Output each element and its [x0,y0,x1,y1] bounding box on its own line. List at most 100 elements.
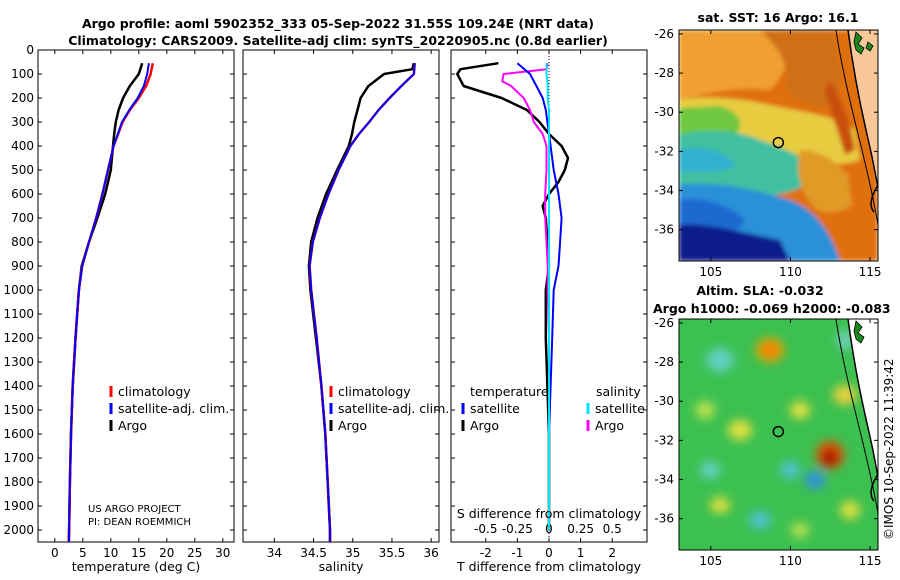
x-tick-label: 0 [51,546,59,560]
salinity-x-axis: 34 34.5 35 35.5 36 [267,50,439,560]
depth-tick-label: 100 [11,67,34,81]
x-tick-label: 2 [608,546,616,560]
sla-eddy [791,522,809,538]
salinity-depth-ticks [243,49,439,531]
sst-patch [679,106,740,140]
x-tick-label: 15 [131,546,146,560]
sla-map-axes: 105 110 115 -26 -28 -30 -32 -34 -36 [654,316,881,568]
x-tick-label: 36 [424,546,439,560]
depth-tick-label: 1900 [3,499,34,513]
difference-panel: -2 -1 0 1 2 -0.5 -0.25 0 0.25 0.5 T difference f… [450,49,648,574]
x-tick-label: 30 [215,546,230,560]
sla-eddy [780,461,800,479]
difference-xlabel2: S difference from climatology [457,506,642,521]
difference-lines [456,50,570,542]
depth-tick-label: 200 [11,91,34,105]
credit-project: US ARGO PROJECT [88,504,182,515]
sla-map-frame [678,318,879,551]
temperature-panel: 0100200300400500600700800900100011001200… [3,43,235,574]
temperature-x-axis: 0 5 10 15 20 25 30 [51,50,230,560]
map-x-tick-label: 110 [779,554,802,568]
depth-axis: 0 100 200 300 400 500 600 700 800 900 1000 1100 1200… [3,43,234,537]
x-tick-label: 34.5 [300,546,327,560]
x-tick-label: 1 [577,546,585,560]
legend-argo: Argo [338,418,367,433]
sla-eddy [833,385,857,405]
map-y-tick-label: -30 [654,394,674,408]
legend-t-argo: Argo [470,418,499,433]
imos-credit: ©IMOS 10-Sep-2022 11:39:42 [882,358,896,540]
s-tick-label: 0.5 [603,522,622,536]
legend-satellite: satellite-adj. clim. [338,401,449,416]
sla-eddy [700,461,720,479]
sla-eddy [840,501,860,519]
coastline [870,184,878,213]
depth-tick-label: 500 [11,163,34,177]
salinity-lines [307,62,416,542]
x-tick-label: -1 [511,546,523,560]
sst-patch [679,224,790,261]
shelf-contour [835,319,878,515]
map-y-tick-label: -36 [654,223,674,237]
sla-eddy [728,420,752,440]
x-tick-label: 35.5 [379,546,406,560]
depth-tick-label: 800 [11,235,34,249]
depth-tick-label: 700 [11,211,34,225]
satellite-t-diff-line [516,62,563,530]
argo-location-marker [772,136,785,149]
legend-t-satellite: satellite [470,401,520,416]
map-y-tick-label: -28 [654,66,674,80]
sla-eddy [749,511,771,529]
sla-field [679,319,878,550]
sla-eddy [822,450,838,466]
salinity-panel: 34 34.5 35 35.5 36 salinity climatology sate… [242,49,449,574]
depth-tick-label: 900 [11,259,34,273]
satellite-salinity-line [308,63,416,542]
x-tick-label: 10 [103,546,118,560]
map-y-tick-label: -32 [654,144,674,158]
island [853,31,865,55]
x-tick-label: -2 [480,546,492,560]
map-x-tick-label: 105 [699,554,722,568]
sst-patch [760,30,841,107]
sst-field [679,30,878,261]
sst-map-panel: sat. SST: 16 Argo: 16.1 [654,10,881,279]
depth-tick-label: 600 [11,187,34,201]
depth-tick-label: 1000 [3,283,34,297]
depth-tick-label: 400 [11,139,34,153]
depth-tick-label: 1200 [3,331,34,345]
map-x-tick-label: 110 [779,265,802,279]
depth-tick-label: 2000 [3,523,34,537]
sla-map-title-line1: Altim. SLA: -0.032 [696,283,823,298]
sst-map-title: sat. SST: 16 Argo: 16.1 [698,10,859,25]
map-y-tick-label: -26 [654,27,674,41]
legend-climatology: climatology [338,384,411,399]
depth-tick-label: 300 [11,115,34,129]
map-y-tick-label: -32 [654,433,674,447]
salinity-xlabel: salinity [319,559,364,574]
sla-map-title-line2: Argo h1000: -0.069 h2000: -0.083 [653,301,891,316]
map-y-tick-label: -30 [654,105,674,119]
x-tick-label: 5 [79,546,87,560]
satellite-s-diff-line [545,63,550,530]
temperature-xlabel: temperature (deg C) [72,559,201,574]
sst-patch [798,150,852,213]
map-x-tick-label: 105 [699,265,722,279]
temperature-lines [67,62,155,542]
x-tick-label: 35 [345,546,360,560]
map-x-tick-label: 115 [859,265,882,279]
sla-eddy [790,401,810,419]
map-y-tick-label: -36 [654,512,674,526]
sla-eddy [763,344,777,356]
x-tick-label: 0 [545,546,553,560]
s-tick-label: -0.25 [502,522,533,536]
sst-map-frame [678,29,879,262]
figure-title-line2: Climatology: CARS2009. Satellite-adj cli… [68,33,608,49]
difference-xlabel: T difference from climatology [456,559,642,574]
coastline [847,30,878,193]
sst-patch [679,130,820,197]
salinity-legend: climatology satellite-adj. clim. Argo [329,384,449,433]
shelf-contour [835,30,878,226]
map-y-tick-label: -34 [654,184,674,198]
island [865,41,874,52]
